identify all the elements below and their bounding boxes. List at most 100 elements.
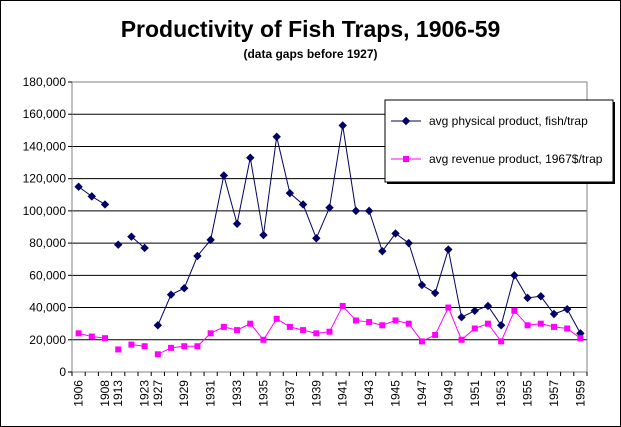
revenue-product-point bbox=[273, 315, 280, 322]
revenue-product-point bbox=[75, 330, 82, 337]
revenue-product-point bbox=[260, 336, 267, 343]
x-tick-label: 1943 bbox=[362, 380, 376, 407]
x-tick-label: 1937 bbox=[283, 380, 297, 407]
physical-product-point bbox=[496, 321, 506, 330]
x-tick-label: 1933 bbox=[230, 380, 244, 407]
physical-product-point bbox=[166, 290, 176, 299]
physical-product-point bbox=[404, 238, 413, 248]
revenue-product-point bbox=[511, 307, 518, 314]
revenue-product-point bbox=[524, 322, 531, 329]
x-tick-label: 1939 bbox=[309, 380, 323, 407]
revenue-product-point bbox=[577, 335, 584, 342]
physical-product-point bbox=[536, 292, 545, 301]
revenue-product-point bbox=[88, 333, 95, 340]
revenue-product-point bbox=[154, 351, 161, 358]
y-tick-label: 40,000 bbox=[29, 301, 66, 315]
physical-product-point bbox=[364, 206, 374, 216]
physical-product-point bbox=[549, 309, 559, 319]
physical-product-point bbox=[312, 234, 321, 243]
revenue-product-point bbox=[366, 319, 373, 326]
revenue-product-point bbox=[326, 328, 333, 335]
x-tick-label: 1929 bbox=[177, 380, 191, 407]
physical-product-point bbox=[272, 132, 281, 141]
legend-box bbox=[384, 99, 614, 183]
revenue-product-point bbox=[102, 335, 109, 342]
physical-product-point bbox=[114, 240, 123, 249]
revenue-product-point bbox=[537, 320, 544, 327]
revenue-product-legend-label: avg revenue product, 1967$/trap bbox=[429, 152, 603, 166]
revenue-product-point bbox=[445, 304, 452, 311]
revenue-product-point bbox=[207, 330, 214, 337]
x-tick-label: 1949 bbox=[441, 380, 455, 407]
physical-product-point bbox=[193, 251, 202, 261]
physical-product-point bbox=[259, 230, 268, 240]
physical-product-point bbox=[285, 188, 295, 198]
x-tick-label: 1941 bbox=[336, 380, 350, 407]
physical-product-point bbox=[470, 306, 479, 315]
revenue-product-point bbox=[564, 325, 571, 332]
revenue-product-point bbox=[392, 317, 399, 324]
revenue-product-point bbox=[247, 320, 254, 327]
chart-subtitle: (data gaps before 1927) bbox=[243, 47, 378, 61]
revenue-product-point bbox=[313, 330, 320, 337]
physical-product-point bbox=[430, 288, 440, 298]
revenue-product-point bbox=[458, 336, 465, 343]
physical-product-legend-label: avg physical product, fish/trap bbox=[429, 114, 588, 128]
physical-product-point bbox=[510, 271, 519, 280]
y-tick-label: 120,000 bbox=[23, 172, 67, 186]
x-tick-label: 1955 bbox=[521, 380, 535, 407]
revenue-product-point bbox=[300, 327, 307, 334]
physical-product-point bbox=[298, 200, 308, 209]
y-tick-label: 0 bbox=[59, 365, 66, 379]
revenue-product-point bbox=[168, 344, 175, 351]
x-tick-label: 1913 bbox=[111, 380, 125, 407]
physical-product-point bbox=[219, 171, 229, 180]
revenue-product-point bbox=[418, 338, 425, 345]
revenue-product-point bbox=[286, 323, 293, 330]
revenue-product-point bbox=[550, 323, 557, 330]
physical-product-point bbox=[153, 321, 163, 330]
physical-product-point bbox=[206, 235, 215, 245]
revenue-product-point bbox=[498, 338, 505, 345]
physical-product-point bbox=[232, 219, 242, 228]
revenue-product-point bbox=[484, 320, 491, 327]
x-tick-label: 1959 bbox=[573, 380, 587, 407]
x-tick-label: 1927 bbox=[151, 380, 165, 407]
physical-product-point bbox=[246, 153, 255, 162]
revenue-product-point bbox=[181, 343, 188, 350]
y-tick-label: 140,000 bbox=[23, 139, 67, 153]
x-tick-label: 1951 bbox=[468, 380, 482, 407]
physical-product-point bbox=[457, 313, 466, 322]
x-tick-label: 1908 bbox=[98, 380, 112, 407]
physical-product-point bbox=[562, 304, 572, 314]
physical-product-point bbox=[444, 245, 453, 254]
physical-product-point bbox=[74, 182, 83, 191]
x-tick-label: 1953 bbox=[494, 380, 508, 407]
revenue-product-point bbox=[115, 346, 122, 353]
y-tick-label: 20,000 bbox=[29, 333, 66, 347]
revenue-product-point bbox=[379, 322, 386, 329]
revenue-product-point bbox=[128, 341, 135, 348]
revenue-product-point bbox=[141, 343, 148, 350]
plot-area-border bbox=[71, 81, 588, 373]
x-tick-label: 1957 bbox=[547, 380, 561, 407]
x-tick-label: 1906 bbox=[72, 380, 86, 407]
y-tick-label: 180,000 bbox=[23, 75, 67, 89]
physical-product-point bbox=[391, 229, 400, 238]
physical-product-point bbox=[351, 206, 361, 216]
y-tick-label: 100,000 bbox=[23, 204, 67, 218]
revenue-product-legend-marker bbox=[403, 156, 409, 162]
physical-product-point bbox=[378, 246, 387, 256]
y-tick-label: 60,000 bbox=[29, 268, 66, 282]
physical-product-point bbox=[483, 301, 493, 311]
revenue-product-point bbox=[339, 302, 346, 309]
revenue-product-point bbox=[220, 323, 227, 330]
x-tick-label: 1923 bbox=[138, 380, 152, 407]
physical-product-point bbox=[140, 243, 149, 253]
chart-title: Productivity of Fish Traps, 1906-59 bbox=[120, 16, 501, 42]
revenue-product-point bbox=[405, 320, 412, 327]
physical-product-point bbox=[127, 232, 136, 241]
x-tick-label: 1935 bbox=[256, 380, 270, 407]
